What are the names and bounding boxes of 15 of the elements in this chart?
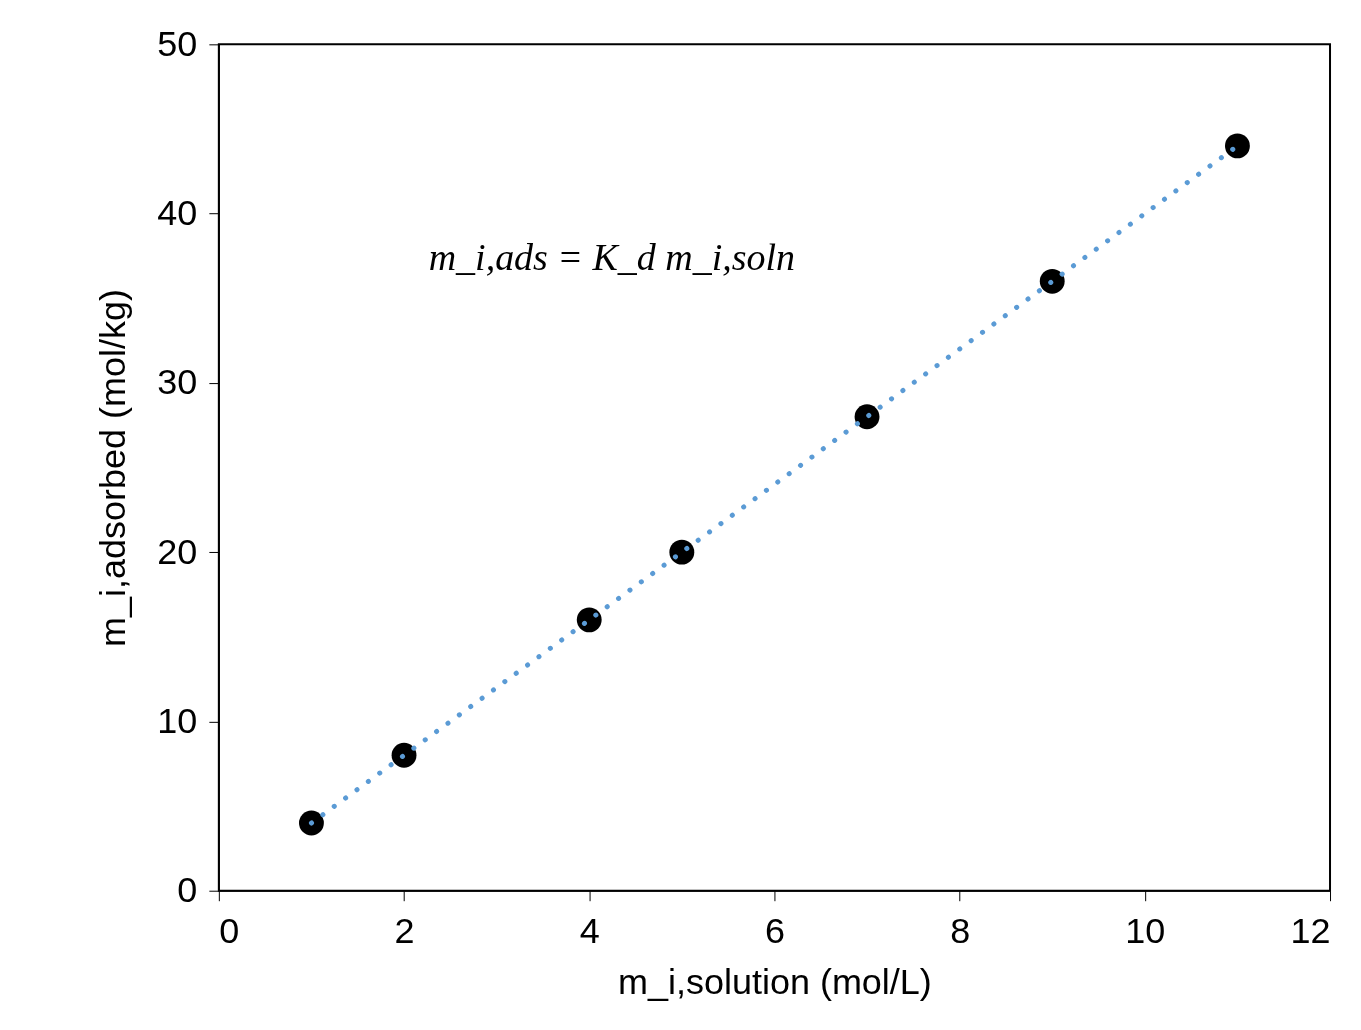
annotation: m_i,ads = K_d m_i,soln (428, 236, 796, 279)
x-tick-label: 4 (579, 910, 600, 952)
x-tick-label: 8 (950, 910, 971, 952)
y-tick-label: 40 (157, 192, 198, 234)
y-tick-label: 20 (157, 530, 198, 572)
x-tick-label: 6 (764, 910, 785, 952)
y-tick-label: 50 (157, 22, 198, 64)
x-tick-label: 2 (394, 910, 415, 952)
y-tick-label: 30 (157, 361, 198, 403)
x-tick-label: 0 (219, 910, 240, 952)
x-tick-label: 12 (1290, 910, 1331, 952)
y-tick-label: 10 (157, 699, 198, 741)
y-tick-label: 0 (177, 869, 198, 911)
y-axis-title: m_i,adsorbed (mol/kg) (92, 289, 134, 647)
x-tick-label: 10 (1125, 910, 1166, 952)
